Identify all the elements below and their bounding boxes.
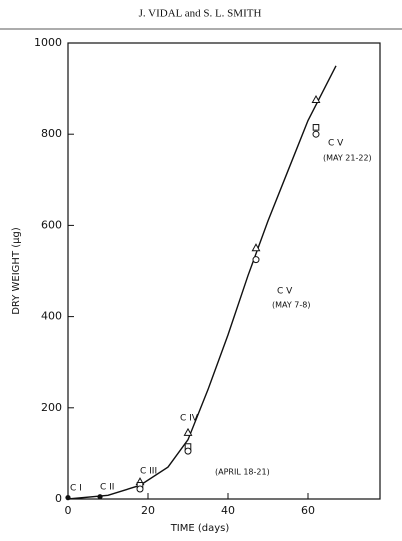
point <box>97 494 103 500</box>
x-tick-label: 0 <box>65 504 72 517</box>
x-tick-label: 40 <box>221 504 235 517</box>
point <box>136 485 144 493</box>
stage-label: C II <box>100 483 114 493</box>
point <box>312 130 320 138</box>
point <box>312 124 320 131</box>
point <box>65 495 71 501</box>
x-tick-label: 20 <box>141 504 155 517</box>
stage-label: (MAY 21-22) <box>323 154 372 163</box>
y-tick-label: 1000 <box>34 36 62 49</box>
y-tick-label: 600 <box>41 218 62 231</box>
stage-label: C I <box>70 484 82 494</box>
point <box>252 256 260 264</box>
point <box>251 243 261 252</box>
running-header: J. VIDAL and S. L. SMITH <box>139 8 262 20</box>
point <box>311 94 321 103</box>
y-tick-label: 400 <box>41 310 62 323</box>
x-tick-label: 60 <box>301 504 315 517</box>
y-axis-label: DRY WEIGHT (µg) <box>11 227 22 315</box>
stage-label: C IV <box>180 414 199 424</box>
stage-label: (MAY 7-8) <box>272 301 311 310</box>
y-tick-label: 200 <box>41 401 62 414</box>
x-axis-label: TIME (days) <box>170 523 230 534</box>
growth-curve <box>67 65 337 500</box>
plot-frame <box>67 42 381 500</box>
stage-label: C V <box>277 287 293 297</box>
y-tick-label: 800 <box>41 127 62 140</box>
point <box>183 427 193 436</box>
y-tick-label: 0 <box>55 492 62 505</box>
stage-label: (APRIL 18-21) <box>215 468 270 477</box>
point <box>184 447 192 455</box>
stage-label: C III <box>140 467 157 477</box>
stage-label: C V <box>328 139 344 149</box>
